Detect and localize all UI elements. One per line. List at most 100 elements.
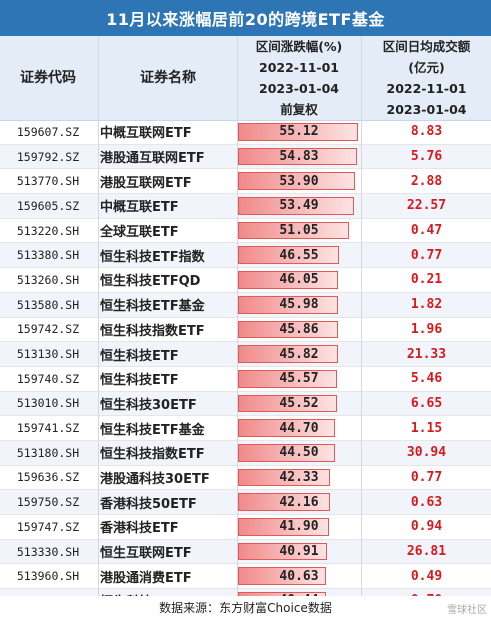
table-body: 159607.SZ 中概互联网ETF 55.12 8.83 159792.SZ 港股通互联… <box>0 120 491 614</box>
security-code: 159607.SZ <box>16 124 80 139</box>
change-cell: 45.82 <box>238 342 360 366</box>
security-name: 全球互联ETF <box>100 225 179 241</box>
change-bar <box>238 369 338 388</box>
change-value: 45.57 <box>279 371 319 387</box>
volume-value: 30.94 <box>406 445 447 461</box>
change-value: 40.63 <box>279 568 319 584</box>
volume-value: 1.82 <box>410 297 443 313</box>
security-name: 香港科技ETF <box>100 521 179 537</box>
change-cell: 44.50 <box>238 441 360 465</box>
volume-value: 22.57 <box>406 198 447 214</box>
change-value: 53.90 <box>279 173 319 189</box>
security-name: 恒生科技ETF基金 <box>100 299 205 315</box>
volume-value: 0.49 <box>410 568 443 584</box>
security-name: 恒生科技30ETF <box>100 397 197 413</box>
change-cell: 54.83 <box>238 145 360 169</box>
change-bar <box>238 271 339 289</box>
security-code: 159741.SZ <box>16 421 80 436</box>
table-row: 159750.SZ 香港科技50ETF 42.16 0.63 <box>0 490 491 515</box>
security-code: 513960.SH <box>16 569 80 584</box>
security-code: 513220.SH <box>16 223 80 238</box>
security-code: 513180.SH <box>16 445 80 460</box>
volume-value: 0.77 <box>410 469 443 485</box>
table-row: 513220.SH 全球互联ETF 51.05 0.47 <box>0 219 491 244</box>
change-value: 51.05 <box>279 223 319 239</box>
change-cell: 42.33 <box>238 466 360 490</box>
change-value: 45.52 <box>279 395 319 411</box>
header-volume-line: 区间日均成交额 <box>382 39 471 54</box>
data-source-footer: 数据来源：东方财富Choice数据 <box>0 596 491 619</box>
security-name: 港股互联网ETF <box>100 175 192 191</box>
volume-value: 8.83 <box>410 124 443 140</box>
change-cell: 45.52 <box>238 392 360 416</box>
change-value: 55.12 <box>279 124 319 140</box>
change-value: 42.16 <box>279 494 319 510</box>
security-name: 恒生科技ETF <box>100 348 179 364</box>
change-cell: 41.90 <box>238 515 360 539</box>
change-bar <box>238 345 338 363</box>
change-bar <box>238 567 327 586</box>
change-value: 44.70 <box>279 420 319 436</box>
table-row: 159742.SZ 恒生科技指数ETF 45.86 1.96 <box>0 318 491 343</box>
table-row: 159607.SZ 中概互联网ETF 55.12 8.83 <box>0 120 491 145</box>
security-code: 159747.SZ <box>16 519 80 534</box>
header-code: 证券代码 <box>20 69 76 86</box>
change-bar <box>238 172 356 191</box>
table-header: 证券代码 证券名称 区间涨跌幅(%) 2022-11-01 2023-01-04… <box>0 36 491 121</box>
change-bar <box>238 221 350 240</box>
change-bar <box>238 443 335 462</box>
change-bar <box>238 394 338 413</box>
table-row: 513580.SH 恒生科技ETF基金 45.98 1.82 <box>0 292 491 318</box>
table-row: 159741.SZ 恒生科技ETF基金 44.70 1.15 <box>0 416 491 441</box>
change-value: 45.86 <box>279 321 319 337</box>
header-volume: 区间日均成交额 (亿元) 2022-11-01 2023-01-04 <box>362 36 491 120</box>
table-row: 513380.SH 恒生科技ETF指数 46.55 0.77 <box>0 243 491 269</box>
table-row: 513960.SH 港股通消费ETF 40.63 0.49 <box>0 564 491 590</box>
change-value: 44.50 <box>279 445 319 461</box>
table-row: 513260.SH 恒生科技ETFQD 46.05 0.21 <box>0 268 491 293</box>
change-cell: 40.63 <box>238 564 360 588</box>
security-code: 159792.SZ <box>16 149 80 164</box>
change-bar <box>238 542 328 561</box>
security-code: 513580.SH <box>16 297 80 312</box>
volume-value: 5.46 <box>410 371 443 387</box>
volume-value: 0.47 <box>410 223 443 239</box>
change-value: 53.49 <box>279 198 319 214</box>
volume-value: 5.76 <box>410 149 443 165</box>
header-name: 证券名称 <box>140 69 196 86</box>
table-row: 159792.SZ 港股通互联网ETF 54.83 5.76 <box>0 144 491 170</box>
header-change: 区间涨跌幅(%) 2022-11-01 2023-01-04 前复权 <box>238 36 360 120</box>
security-code: 159636.SZ <box>16 470 80 485</box>
security-name: 香港科技50ETF <box>100 496 197 512</box>
table-row: 513130.SH 恒生科技ETF 45.82 21.33 <box>0 342 491 367</box>
header-change-line: 区间涨跌幅(%) <box>255 39 343 54</box>
change-cell: 42.16 <box>238 490 360 514</box>
change-cell: 45.98 <box>238 293 360 317</box>
change-value: 45.82 <box>279 346 319 362</box>
volume-value: 0.63 <box>410 494 443 510</box>
volume-value: 0.21 <box>410 272 443 288</box>
security-name: 恒生科技ETF <box>100 373 179 389</box>
change-bar <box>238 468 331 487</box>
security-name: 港股通科技30ETF <box>100 471 210 487</box>
column-divider <box>361 36 362 596</box>
security-code: 513770.SH <box>16 174 80 189</box>
change-cell: 40.91 <box>238 540 360 564</box>
security-code: 159740.SZ <box>16 371 80 386</box>
security-code: 513010.SH <box>16 396 80 411</box>
change-value: 41.90 <box>279 519 319 535</box>
change-cell: 45.86 <box>238 318 360 342</box>
change-value: 46.05 <box>279 272 319 288</box>
security-name: 恒生科技指数ETF <box>100 323 205 339</box>
header-volume-line: 2022-11-01 <box>386 81 467 96</box>
change-bar <box>238 295 339 314</box>
header-change-line: 2023-01-04 <box>259 81 339 96</box>
security-name: 中概互联网ETF <box>100 126 192 142</box>
change-bar <box>238 147 358 166</box>
watermark-logo: 雪球社区 <box>447 605 487 616</box>
change-bar <box>238 197 355 215</box>
header-volume-line: (亿元) <box>408 60 445 75</box>
security-code: 159750.SZ <box>16 495 80 510</box>
table-row: 159740.SZ 恒生科技ETF 45.57 5.46 <box>0 367 491 392</box>
change-value: 45.98 <box>279 297 319 313</box>
